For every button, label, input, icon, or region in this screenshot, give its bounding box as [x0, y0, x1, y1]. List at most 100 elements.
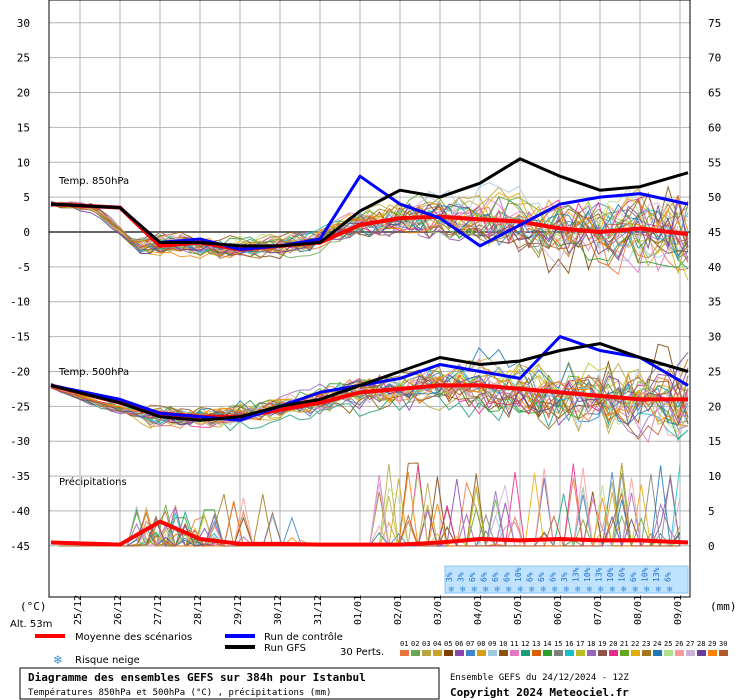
- member-number: 22: [631, 640, 639, 648]
- series-t850-gfs: [50, 157, 689, 248]
- x-tick-label: 08/01: [633, 595, 644, 625]
- member-number: 12: [521, 640, 529, 648]
- ensemble-member-line: [50, 376, 689, 429]
- y-right-tick-label: 40: [708, 261, 721, 274]
- member-swatch: [620, 650, 629, 656]
- member-swatch: [455, 650, 464, 656]
- snow-percent-label: 3%: [457, 572, 466, 582]
- snowflake-icon: ❄: [609, 585, 616, 594]
- y-right-tick-label: 30: [708, 331, 721, 344]
- y-left-tick-label: 20: [17, 87, 30, 100]
- y-left-tick-label: -10: [10, 296, 30, 309]
- legend: Moyenne des scénarios Run de contrôle Ru…: [35, 631, 728, 667]
- label-t850: Temp. 850hPa: [58, 176, 129, 187]
- member-swatch: [664, 650, 673, 656]
- snowflake-icon: ❄: [483, 585, 490, 594]
- snow-percent-label: 6%: [468, 572, 477, 582]
- legend-snow-label: Risque neige: [75, 655, 140, 666]
- plot-frame: [48, 0, 691, 598]
- snow-percent-label: 6%: [549, 572, 558, 582]
- copyright: Copyright 2024 Meteociel.fr: [450, 686, 629, 699]
- member-swatch: [554, 650, 563, 656]
- y-left-tick-label: -15: [10, 331, 30, 344]
- member-swatch: [411, 650, 420, 656]
- main-series: [50, 157, 689, 547]
- ensemble-member-line: [50, 369, 689, 441]
- label-precip: Précipitations: [59, 476, 127, 488]
- series-t500-control: [50, 335, 689, 422]
- legend-mean-label: Moyenne des scénarios: [75, 631, 192, 643]
- chart-title: Diagramme des ensembles GEFS sur 384h po…: [28, 671, 366, 684]
- member-number: 26: [675, 640, 683, 648]
- ensemble-member-line: [51, 198, 689, 258]
- y-left-tick-label: -35: [10, 470, 30, 483]
- member-swatch: [719, 650, 728, 656]
- member-swatch: [499, 650, 508, 656]
- member-number: 14: [543, 640, 551, 648]
- x-tick-label: 04/01: [473, 595, 484, 625]
- snow-risk-strip: 3%❄3%❄6%❄6%❄6%❄6%❄10%❄6%❄6%❄6%❄3%❄13%❄10…: [444, 565, 689, 594]
- member-number: 20: [609, 640, 617, 648]
- member-swatch: [565, 650, 574, 656]
- snow-percent-label: 3%: [560, 572, 569, 582]
- x-tick-label: 25/12: [73, 595, 84, 625]
- y-right-tick-label: 10: [708, 470, 721, 483]
- y-right-tick-label: 20: [708, 400, 721, 413]
- snowflake-icon: ❄: [632, 585, 639, 594]
- snow-percent-label: 16%: [618, 567, 627, 582]
- snowflake-icon: ❄: [460, 585, 467, 594]
- x-tick-label: 05/01: [513, 595, 524, 625]
- member-swatch: [400, 650, 409, 656]
- member-number: 18: [587, 640, 595, 648]
- x-tick-label: 07/01: [593, 595, 604, 625]
- member-number: 16: [565, 640, 573, 648]
- x-tick-label: 01/01: [353, 595, 364, 625]
- member-number: 06: [455, 640, 463, 648]
- snow-percent-label: 6%: [537, 572, 546, 582]
- snow-percent-label: 10%: [514, 567, 523, 582]
- member-number: 23: [642, 640, 650, 648]
- y-left-unit: (°C): [20, 600, 47, 613]
- x-tick-label: 31/12: [313, 595, 324, 625]
- title-box: [19, 667, 440, 700]
- snowflake-icon: ❄: [53, 653, 63, 667]
- snowflake-icon: ❄: [655, 585, 662, 594]
- snow-percent-label: 6%: [526, 572, 535, 582]
- snowflake-icon: ❄: [552, 585, 559, 594]
- y-right-tick-label: 5: [708, 505, 715, 518]
- member-swatch: [653, 650, 662, 656]
- snowflake-icon: ❄: [540, 585, 547, 594]
- member-number: 15: [554, 640, 562, 648]
- snow-strip-band: [444, 565, 689, 594]
- member-swatch: [686, 650, 695, 656]
- series-t850-mean: [50, 202, 689, 252]
- y-right-unit: (mm): [710, 600, 737, 613]
- snowflake-icon: ❄: [494, 585, 501, 594]
- legend-perts-label: 30 Perts.: [340, 647, 384, 658]
- y-left-tick-label: 30: [17, 17, 30, 30]
- member-swatch: [675, 650, 684, 656]
- member-number: 25: [664, 640, 672, 648]
- member-swatch: [510, 650, 519, 656]
- y-left-tick-label: 15: [17, 121, 30, 134]
- x-tick-label: 03/01: [433, 595, 444, 625]
- y-right-tick-label: 25: [708, 365, 721, 378]
- ensemble-member-line: [50, 365, 689, 430]
- y-left-tick-label: -5: [17, 261, 30, 274]
- snow-percent-label: 6%: [491, 572, 500, 582]
- chart-subtitle: Températures 850hPa et 500hPa (°C) , pré…: [28, 687, 331, 698]
- member-swatch: [598, 650, 607, 656]
- y-axis-left: 30 25 20 15 10 5 0 -5 -10 -15 -20 -25 -30 -35 -40 -45: [10, 17, 30, 553]
- snowflake-icon: ❄: [575, 585, 582, 594]
- x-tick-label: 29/12: [233, 595, 244, 625]
- y-left-tick-label: -40: [10, 505, 30, 518]
- y-left-tick-label: -30: [10, 435, 30, 448]
- y-right-tick-label: 45: [708, 226, 721, 239]
- x-tick-label: 28/12: [193, 595, 204, 625]
- member-number: 09: [488, 640, 496, 648]
- y-right-tick-label: 15: [708, 435, 721, 448]
- snowflake-icon: ❄: [586, 585, 593, 594]
- ensemble-member-line: [50, 203, 689, 258]
- altitude-label: Alt. 53m: [10, 619, 52, 630]
